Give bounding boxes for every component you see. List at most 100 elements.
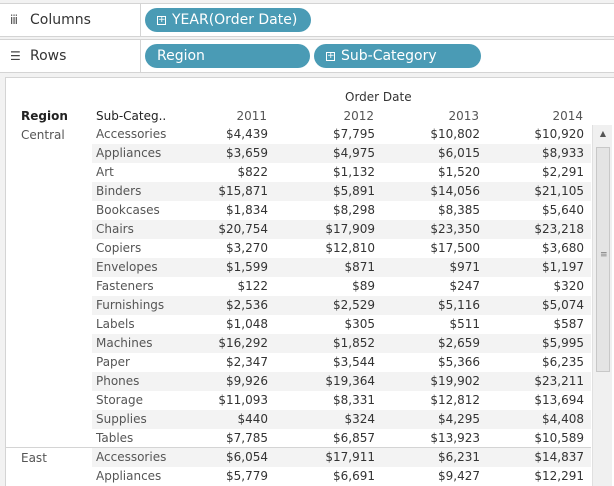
value-cell[interactable]: $971 xyxy=(449,260,480,274)
year-header-2014[interactable]: 2014 xyxy=(552,109,583,123)
value-cell[interactable]: $2,659 xyxy=(438,336,480,350)
subcategory-cell[interactable]: Accessories xyxy=(96,127,167,141)
value-cell[interactable]: $871 xyxy=(344,260,375,274)
region-pill[interactable]: Region xyxy=(145,44,310,68)
value-cell[interactable]: $324 xyxy=(344,412,375,426)
year-header-2012[interactable]: 2012 xyxy=(343,109,374,123)
value-cell[interactable]: $8,331 xyxy=(333,393,375,407)
value-cell[interactable]: $320 xyxy=(553,279,584,293)
value-cell[interactable]: $1,520 xyxy=(438,165,480,179)
value-cell[interactable]: $17,909 xyxy=(325,222,375,236)
subcategory-cell[interactable]: Envelopes xyxy=(96,260,158,274)
value-cell[interactable]: $4,975 xyxy=(333,146,375,160)
subcategory-cell[interactable]: Machines xyxy=(96,336,153,350)
value-cell[interactable]: $20,754 xyxy=(218,222,268,236)
subcategory-cell[interactable]: Binders xyxy=(96,184,142,198)
scroll-thumb[interactable]: ≡ xyxy=(596,147,610,372)
value-cell[interactable]: $12,812 xyxy=(430,393,480,407)
value-cell[interactable]: $2,291 xyxy=(542,165,584,179)
value-cell[interactable]: $122 xyxy=(237,279,268,293)
subcategory-cell[interactable]: Appliances xyxy=(96,469,162,483)
value-cell[interactable]: $21,105 xyxy=(534,184,584,198)
value-cell[interactable]: $7,785 xyxy=(226,431,268,445)
value-cell[interactable]: $17,911 xyxy=(325,450,375,464)
value-cell[interactable]: $440 xyxy=(237,412,268,426)
value-cell[interactable]: $4,295 xyxy=(438,412,480,426)
value-cell[interactable]: $6,054 xyxy=(226,450,268,464)
region-column-header[interactable]: Region xyxy=(21,109,68,123)
value-cell[interactable]: $13,923 xyxy=(430,431,480,445)
value-cell[interactable]: $19,902 xyxy=(430,374,480,388)
value-cell[interactable]: $8,385 xyxy=(438,203,480,217)
value-cell[interactable]: $23,211 xyxy=(534,374,584,388)
expand-icon[interactable]: + xyxy=(326,50,335,61)
value-cell[interactable]: $3,270 xyxy=(226,241,268,255)
value-cell[interactable]: $3,544 xyxy=(333,355,375,369)
value-cell[interactable]: $10,802 xyxy=(430,127,480,141)
subcategory-cell[interactable]: Paper xyxy=(96,355,130,369)
value-cell[interactable]: $5,640 xyxy=(542,203,584,217)
value-cell[interactable]: $12,810 xyxy=(325,241,375,255)
value-cell[interactable]: $12,291 xyxy=(534,469,584,483)
expand-icon[interactable]: + xyxy=(157,14,166,25)
value-cell[interactable]: $1,599 xyxy=(226,260,268,274)
subcategory-cell[interactable]: Labels xyxy=(96,317,135,331)
value-cell[interactable]: $5,779 xyxy=(226,469,268,483)
vertical-scrollbar[interactable]: ▲ ≡ xyxy=(592,125,612,486)
value-cell[interactable]: $511 xyxy=(449,317,480,331)
subcategory-cell[interactable]: Phones xyxy=(96,374,140,388)
value-cell[interactable]: $6,691 xyxy=(333,469,375,483)
value-cell[interactable]: $3,659 xyxy=(226,146,268,160)
subcategory-cell[interactable]: Supplies xyxy=(96,412,147,426)
year-header-2013[interactable]: 2013 xyxy=(448,109,479,123)
scroll-up-arrow-icon[interactable]: ▲ xyxy=(599,129,607,138)
value-cell[interactable]: $10,920 xyxy=(534,127,584,141)
value-cell[interactable]: $1,197 xyxy=(542,260,584,274)
value-cell[interactable]: $822 xyxy=(237,165,268,179)
value-cell[interactable]: $6,235 xyxy=(542,355,584,369)
value-cell[interactable]: $19,364 xyxy=(325,374,375,388)
subcategory-cell[interactable]: Furnishings xyxy=(96,298,165,312)
value-cell[interactable]: $5,074 xyxy=(542,298,584,312)
value-cell[interactable]: $1,132 xyxy=(333,165,375,179)
value-cell[interactable]: $4,408 xyxy=(542,412,584,426)
subcategory-cell[interactable]: Accessories xyxy=(96,450,167,464)
value-cell[interactable]: $5,366 xyxy=(438,355,480,369)
region-cell[interactable]: East xyxy=(21,451,47,465)
value-cell[interactable]: $23,218 xyxy=(534,222,584,236)
year-order-date-pill[interactable]: + YEAR(Order Date) xyxy=(145,8,311,32)
value-cell[interactable]: $10,589 xyxy=(534,431,584,445)
value-cell[interactable]: $14,056 xyxy=(430,184,480,198)
subcategory-cell[interactable]: Bookcases xyxy=(96,203,160,217)
value-cell[interactable]: $8,298 xyxy=(333,203,375,217)
subcategory-cell[interactable]: Appliances xyxy=(96,146,162,160)
value-cell[interactable]: $16,292 xyxy=(218,336,268,350)
value-cell[interactable]: $5,116 xyxy=(438,298,480,312)
value-cell[interactable]: $14,837 xyxy=(534,450,584,464)
value-cell[interactable]: $4,439 xyxy=(226,127,268,141)
subcategory-cell[interactable]: Copiers xyxy=(96,241,142,255)
region-cell[interactable]: Central xyxy=(21,128,65,142)
value-cell[interactable]: $6,857 xyxy=(333,431,375,445)
value-cell[interactable]: $5,891 xyxy=(333,184,375,198)
value-cell[interactable]: $7,795 xyxy=(333,127,375,141)
value-cell[interactable]: $1,834 xyxy=(226,203,268,217)
value-cell[interactable]: $1,852 xyxy=(333,336,375,350)
value-cell[interactable]: $2,529 xyxy=(333,298,375,312)
value-cell[interactable]: $6,231 xyxy=(438,450,480,464)
value-cell[interactable]: $247 xyxy=(449,279,480,293)
year-header-2011[interactable]: 2011 xyxy=(236,109,267,123)
subcategory-cell[interactable]: Fasteners xyxy=(96,279,154,293)
value-cell[interactable]: $13,694 xyxy=(534,393,584,407)
subcategory-cell[interactable]: Storage xyxy=(96,393,143,407)
subcategory-cell[interactable]: Tables xyxy=(96,431,134,445)
value-cell[interactable]: $3,680 xyxy=(542,241,584,255)
value-cell[interactable]: $17,500 xyxy=(430,241,480,255)
value-cell[interactable]: $587 xyxy=(553,317,584,331)
subcategory-cell[interactable]: Chairs xyxy=(96,222,134,236)
subcategory-column-header[interactable]: Sub-Categ.. xyxy=(96,109,167,123)
value-cell[interactable]: $8,933 xyxy=(542,146,584,160)
subcategory-cell[interactable]: Art xyxy=(96,165,114,179)
value-cell[interactable]: $305 xyxy=(344,317,375,331)
sub-category-pill[interactable]: + Sub-Category xyxy=(314,44,481,68)
